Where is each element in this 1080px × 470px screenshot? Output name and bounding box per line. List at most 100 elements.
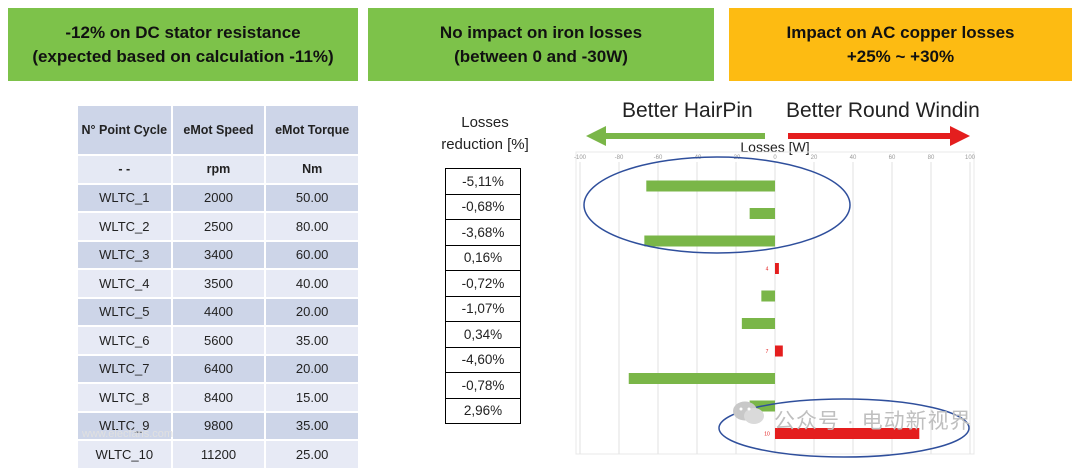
category-label: 9 bbox=[766, 404, 769, 410]
table-cell: 20.00 bbox=[265, 354, 360, 384]
reduction-cell: -3,68% bbox=[445, 219, 521, 246]
table-header-row: N° Point Cycle eMot Speed eMot Torque bbox=[78, 106, 360, 156]
table-cell: 2000 bbox=[171, 183, 267, 213]
reduction-row: 0,34% bbox=[445, 321, 521, 348]
losses-reduction-header: Losses reduction [%] bbox=[441, 114, 529, 153]
banner-dc-stator-resistance: -12% on DC stator resistance (expected b… bbox=[8, 8, 358, 81]
table-cell: WLTC_8 bbox=[78, 383, 173, 413]
table-unit-cell: - - bbox=[78, 155, 173, 185]
table-cell: 50.00 bbox=[265, 183, 360, 213]
table-cell: 9800 bbox=[171, 411, 267, 441]
table-cell: 35.00 bbox=[265, 411, 360, 441]
table-cell: 8400 bbox=[171, 383, 267, 413]
table-cell: 60.00 bbox=[265, 240, 360, 270]
reduction-row: 2,96% bbox=[445, 397, 521, 424]
reduction-row: -3,68% bbox=[445, 219, 521, 246]
reduction-row: -0,72% bbox=[445, 270, 521, 297]
table-header-cell: eMot Torque bbox=[265, 106, 360, 156]
reduction-cell: -1,07% bbox=[445, 295, 521, 322]
x-tick-label: 60 bbox=[889, 155, 896, 161]
right-arrow-head bbox=[950, 126, 970, 146]
hairpin-highlight-ellipse bbox=[583, 156, 851, 254]
table-row: WLTC_5 4400 20.00 bbox=[78, 297, 360, 327]
table-unit-cell: Nm bbox=[265, 155, 360, 185]
x-tick-label: 20 bbox=[811, 155, 818, 161]
table-cell: WLTC_6 bbox=[78, 326, 173, 356]
x-tick-label: -100 bbox=[574, 155, 587, 161]
banner-text: No impact on iron losses (between 0 and … bbox=[439, 22, 643, 66]
table-row: WLTC_8 8400 15.00 bbox=[78, 383, 360, 413]
wechat-logo-icon bbox=[733, 401, 764, 424]
table-cell: WLTC_7 bbox=[78, 354, 173, 384]
table-cell: 25.00 bbox=[265, 440, 360, 470]
table-cell: 11200 bbox=[171, 440, 267, 470]
bar-point-1 bbox=[646, 180, 775, 192]
reduction-cell: -5,11% bbox=[445, 168, 521, 195]
better-round-windings-label: Better Round Windings bbox=[786, 99, 980, 122]
category-label: 8 bbox=[766, 377, 769, 383]
bar-point-6 bbox=[741, 318, 775, 329]
better-hairpin-label: Better HairPin bbox=[622, 99, 753, 122]
table-row: WLTC_10 11200 25.00 bbox=[78, 440, 360, 470]
table-units-row: - - rpm Nm bbox=[78, 155, 360, 185]
watermark-small-text: www.elecfans.com bbox=[82, 428, 174, 440]
operating-points-table: N° Point Cycle eMot Speed eMot Torque - … bbox=[78, 106, 360, 470]
bar-point-5 bbox=[761, 290, 775, 302]
x-tick-label: 80 bbox=[928, 155, 935, 161]
table-cell: 40.00 bbox=[265, 269, 360, 299]
reduction-cell: 2,96% bbox=[445, 397, 521, 424]
table-row: WLTC_9 9800 35.00 bbox=[78, 411, 360, 441]
table-cell: 2500 bbox=[171, 212, 267, 242]
table-cell: WLTC_1 bbox=[78, 183, 173, 213]
category-label: 4 bbox=[766, 267, 769, 273]
x-tick-label: -60 bbox=[654, 155, 663, 161]
table-cell: 5600 bbox=[171, 326, 267, 356]
reduction-row: -1,07% bbox=[445, 295, 521, 322]
bar-point-10 bbox=[775, 428, 920, 439]
losses-chart: Better HairPin Better Round Windings Los… bbox=[574, 99, 980, 458]
x-tick-label: -80 bbox=[615, 155, 624, 161]
banner-text: Impact on AC copper losses +25% ~ +30% bbox=[786, 22, 1015, 66]
table-cell: WLTC_10 bbox=[78, 440, 173, 470]
chart-title: Losses [W] bbox=[740, 139, 809, 155]
table-cell: 15.00 bbox=[265, 383, 360, 413]
bar-point-3 bbox=[644, 235, 775, 247]
table-cell: 35.00 bbox=[265, 326, 360, 356]
bar-point-2 bbox=[749, 208, 775, 219]
left-arrow-head bbox=[586, 126, 606, 146]
banner-iron-losses: No impact on iron losses (between 0 and … bbox=[368, 8, 714, 81]
bar-point-4 bbox=[775, 263, 779, 274]
table-row: WLTC_2 2500 80.00 bbox=[78, 212, 360, 242]
table-row: WLTC_6 5600 35.00 bbox=[78, 326, 360, 356]
reduction-cell: -0,72% bbox=[445, 270, 521, 297]
reduction-cell: -4,60% bbox=[445, 346, 521, 373]
x-tick-label: 40 bbox=[850, 155, 857, 161]
table-cell: WLTC_2 bbox=[78, 212, 173, 242]
table-cell: WLTC_9 bbox=[78, 411, 173, 441]
x-tick-label: 100 bbox=[965, 155, 976, 161]
round-windings-highlight-ellipse bbox=[718, 398, 970, 458]
table-row: WLTC_4 3500 40.00 bbox=[78, 269, 360, 299]
reduction-row: 0,16% bbox=[445, 244, 521, 271]
table-row: WLTC_1 2000 50.00 bbox=[78, 183, 360, 213]
banner-ac-copper-losses: Impact on AC copper losses +25% ~ +30% bbox=[729, 8, 1072, 81]
table-cell: 20.00 bbox=[265, 297, 360, 327]
reduction-row: -5,11% bbox=[445, 168, 521, 195]
category-label: 3 bbox=[766, 239, 769, 245]
table-header-cell: N° Point Cycle bbox=[78, 106, 173, 156]
table-cell: 6400 bbox=[171, 354, 267, 384]
reduction-row: -0,78% bbox=[445, 372, 521, 399]
reduction-cell: 0,16% bbox=[445, 244, 521, 271]
reduction-row: -4,60% bbox=[445, 346, 521, 373]
category-label: 1 bbox=[766, 184, 769, 190]
watermark-text: 公众号 · 电动新视界 bbox=[774, 410, 972, 433]
table-unit-cell: rpm bbox=[171, 155, 267, 185]
table-cell: 4400 bbox=[171, 297, 267, 327]
bar-point-7 bbox=[775, 345, 783, 357]
banner-text: -12% on DC stator resistance (expected b… bbox=[32, 22, 334, 66]
category-label: 5 bbox=[766, 294, 769, 300]
table-cell: 3400 bbox=[171, 240, 267, 270]
table-cell: 80.00 bbox=[265, 212, 360, 242]
category-label: 10 bbox=[764, 432, 770, 438]
category-label: 7 bbox=[766, 349, 769, 355]
